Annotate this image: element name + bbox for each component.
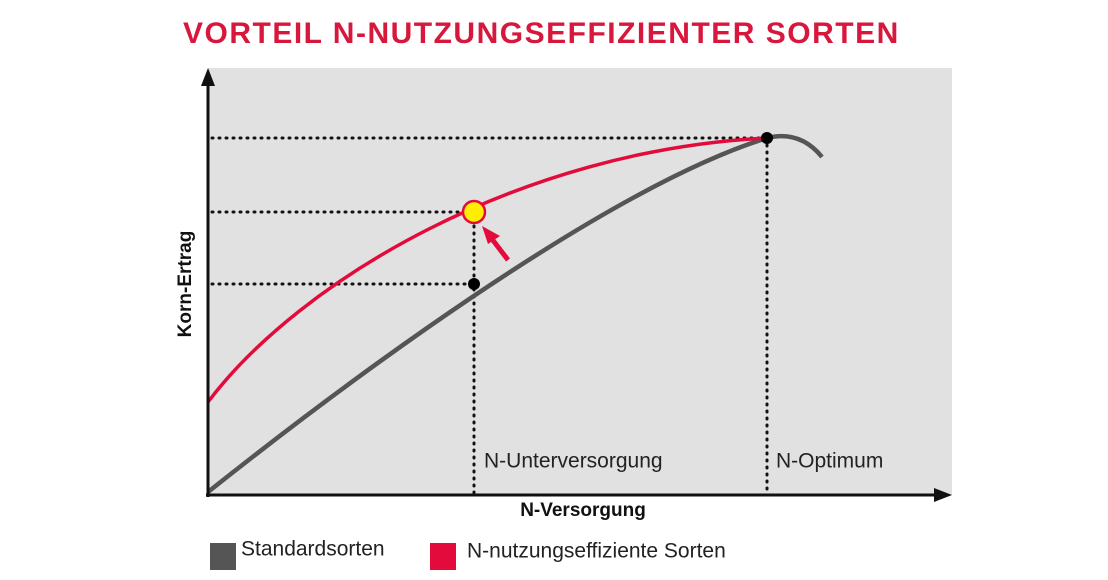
x-arrow: [934, 488, 952, 502]
y-arrow: [201, 68, 215, 86]
x-axis-label: N-Versorgung: [520, 500, 646, 521]
legend-label: Standardsorten: [241, 538, 385, 561]
standard-curve: [206, 133, 824, 494]
shift-arrowhead: [482, 226, 500, 244]
legend-label: N-nutzungseffiziente Sorten: [467, 540, 726, 563]
annotation: N-Optimum: [776, 450, 883, 473]
legend: Standardsorten N-nutzungseffiziente Sort…: [210, 538, 726, 570]
highlight-point: [461, 199, 487, 225]
legend-swatch: [430, 543, 456, 570]
legend-swatch: [210, 543, 236, 570]
efficient-curve: [206, 136, 768, 404]
point: [468, 278, 480, 290]
y-axis-label: Korn-Ertrag: [175, 231, 196, 338]
shift-arrow: [490, 237, 510, 262]
title: VORTEIL N-NUTZUNGSEFFIZIENTER SORTEN: [183, 17, 900, 50]
point: [761, 132, 773, 144]
plot-background: [208, 68, 952, 495]
annotation: N-Unterversorgung: [484, 450, 663, 473]
